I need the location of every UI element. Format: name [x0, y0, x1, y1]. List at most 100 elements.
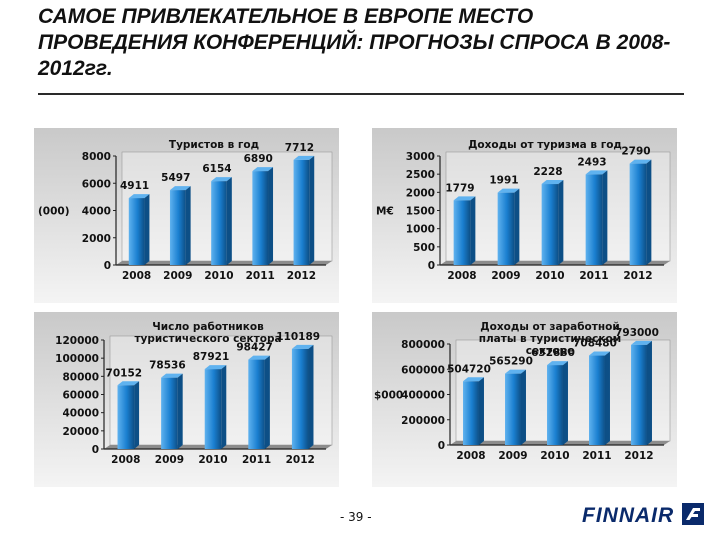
y-tick-label: 800000: [401, 339, 445, 351]
x-tick-label: 2011: [246, 270, 275, 282]
bar-side: [221, 365, 227, 449]
bar: [585, 174, 603, 265]
x-tick-label: 2012: [623, 270, 652, 282]
bar-top: [453, 196, 476, 201]
bar-value-label: 6154: [202, 163, 231, 175]
y-tick-label: 100000: [55, 353, 99, 365]
bar-value-label: 1991: [489, 175, 518, 187]
bar: [453, 200, 471, 265]
bar-top: [248, 355, 270, 360]
bar-side: [309, 155, 315, 265]
bar-side: [478, 377, 484, 445]
y-tick-label: 4000: [82, 206, 111, 218]
bar: [547, 365, 563, 445]
x-tick-label: 2011: [242, 454, 271, 466]
bar-value-label: 793000: [615, 327, 659, 339]
bar: [505, 373, 521, 445]
bar-top: [293, 155, 315, 160]
x-tick-label: 2008: [447, 270, 476, 282]
y-tick-label: 400000: [401, 390, 445, 402]
bar-side: [646, 340, 652, 445]
bar: [541, 184, 559, 265]
bar: [204, 369, 222, 449]
bar-side: [602, 170, 608, 265]
bar-side: [264, 355, 270, 449]
bar: [128, 198, 145, 265]
x-tick-label: 2009: [155, 454, 184, 466]
x-tick-label: 2010: [535, 270, 564, 282]
bar-value-label: 2228: [533, 166, 562, 178]
y-tick-label: 6000: [82, 178, 111, 190]
y-tick-label: 20000: [62, 426, 99, 438]
bar-value-label: 70152: [106, 367, 143, 379]
x-tick-label: 2009: [163, 270, 192, 282]
bar-top: [505, 369, 526, 374]
slide-title: САМОЕ ПРИВЛЕКАТЕЛЬНОЕ В ЕВРОПЕ МЕСТО ПРО…: [38, 5, 671, 80]
bar-value-label: 78536: [149, 360, 186, 372]
y-tick-label: 500: [413, 242, 435, 254]
y-tick-label: 2000: [82, 233, 111, 245]
chart-tourism-revenue: Доходы от туризма в год 0 500 1000 1500 2000 2…: [372, 128, 677, 303]
chart-title: Туристов в год: [169, 139, 259, 151]
bar-value-label: 87921: [193, 351, 230, 363]
bar-value-label: 1779: [445, 182, 474, 194]
y-tick-label: 2000: [406, 187, 435, 199]
x-tick-label: 2012: [624, 450, 653, 462]
y-tick-label: 0: [104, 260, 111, 272]
x-tick-label: 2012: [286, 454, 315, 466]
x-tick-label: 2011: [582, 450, 611, 462]
bar: [248, 359, 265, 449]
bar: [291, 348, 309, 449]
chart-title: Число работников туристического сектора: [134, 321, 281, 345]
bar-top: [631, 340, 652, 345]
brand-mark-icon: [682, 503, 705, 525]
bar-top: [117, 381, 140, 386]
y-tick-label: 40000: [62, 408, 99, 420]
bar-side: [308, 344, 314, 449]
bar: [463, 381, 479, 445]
x-tick-label: 2010: [204, 270, 233, 282]
bar-top: [128, 194, 150, 199]
bar-top: [629, 159, 652, 164]
bar-side: [520, 369, 526, 445]
y-tick-label: 80000: [62, 371, 99, 383]
bar-side: [646, 159, 652, 265]
bar: [161, 377, 178, 449]
bar: [211, 181, 227, 265]
page-number: - 39 -: [340, 510, 372, 524]
bar: [252, 171, 269, 265]
chart-tourists-per-year: Туристов в год 0 2000 4000 6000 8000 (000) 4911…: [34, 128, 339, 303]
bar-value-label: 5497: [161, 172, 190, 184]
chart-background: [34, 312, 339, 487]
bar-value-label: 2790: [621, 146, 650, 158]
x-tick-label: 2012: [287, 270, 316, 282]
bar-value-label: 632880: [531, 347, 575, 359]
bar-top: [169, 186, 191, 191]
bar: [589, 355, 605, 445]
y-axis-label: (000): [38, 206, 70, 218]
bar-top: [252, 167, 274, 172]
bar-side: [144, 194, 150, 265]
bar-side: [185, 186, 191, 265]
bar-top: [204, 365, 227, 370]
bar-value-label: 6890: [244, 153, 273, 165]
chart-background: [372, 128, 677, 303]
y-tick-label: 1500: [406, 206, 435, 218]
y-tick-label: 60000: [62, 390, 99, 402]
x-tick-label: 2011: [579, 270, 608, 282]
bar-top: [497, 188, 520, 193]
y-axis-label: M€: [376, 206, 394, 218]
y-tick-label: 0: [438, 440, 445, 452]
y-tick-label: 200000: [401, 415, 445, 427]
bar-value-label: 2493: [577, 156, 606, 168]
bar: [497, 192, 515, 265]
x-tick-label: 2009: [498, 450, 527, 462]
bar-value-label: 98427: [236, 342, 273, 354]
bar-top: [211, 177, 232, 182]
y-tick-label: 1000: [406, 224, 435, 236]
finnair-logo: FINNAIR: [582, 503, 705, 528]
bar-value-label: 110189: [276, 331, 320, 343]
bar: [169, 190, 186, 265]
bar-side: [562, 361, 568, 445]
bar-top: [463, 377, 484, 382]
